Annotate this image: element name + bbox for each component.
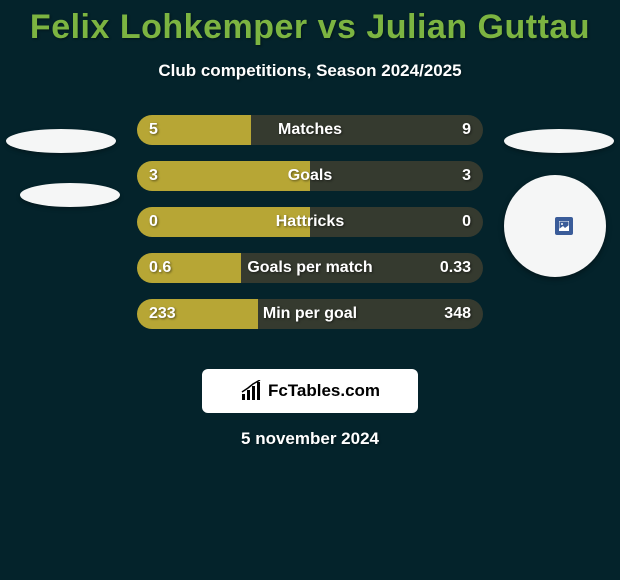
subtitle: Club competitions, Season 2024/2025: [0, 61, 620, 81]
vs-separator: vs: [308, 8, 367, 46]
stat-bar-row: Goals per match0.6 0.33: [137, 253, 483, 283]
brand-text: FcTables.com: [268, 381, 380, 401]
player2-avatar-ellipse: [504, 129, 614, 153]
page-title: Felix Lohkemper vs Julian Guttau: [0, 0, 620, 47]
player2-avatar-circle: [504, 175, 606, 277]
player1-avatar-ellipse-2: [20, 183, 120, 207]
stat-label: Hattricks: [137, 207, 483, 237]
stat-value-right: 348: [444, 299, 471, 329]
player1-name: Felix Lohkemper: [30, 8, 308, 46]
image-placeholder-icon: [555, 217, 573, 235]
stat-value-right: 0: [462, 207, 471, 237]
stat-label: Min per goal: [137, 299, 483, 329]
stat-value-right: 0.33: [440, 253, 471, 283]
player1-avatar-ellipse-1: [6, 129, 116, 153]
stat-bars: Matches5 9 Goals3 3 Hattricks0 0 Goals per mat…: [137, 115, 483, 345]
stat-value-left: 0.6: [149, 253, 171, 283]
stat-label: Goals per match: [137, 253, 483, 283]
brand-chart-icon: [240, 380, 262, 402]
stat-value-right: 3: [462, 161, 471, 191]
stat-value-right: 9: [462, 115, 471, 145]
stat-value-left: 5: [149, 115, 158, 145]
brand-badge: FcTables.com: [202, 369, 418, 413]
date-text: 5 november 2024: [0, 429, 620, 449]
player2-name: Julian Guttau: [366, 8, 590, 46]
stat-bar-row: Matches5 9: [137, 115, 483, 145]
stat-bar-row: Hattricks0 0: [137, 207, 483, 237]
stat-value-left: 0: [149, 207, 158, 237]
stat-bar-row: Min per goal233 348: [137, 299, 483, 329]
stat-bar-row: Goals3 3: [137, 161, 483, 191]
stat-value-left: 233: [149, 299, 176, 329]
stat-label: Goals: [137, 161, 483, 191]
stat-label: Matches: [137, 115, 483, 145]
comparison-area: Matches5 9 Goals3 3 Hattricks0 0 Goals per mat…: [0, 115, 620, 355]
stat-value-left: 3: [149, 161, 158, 191]
